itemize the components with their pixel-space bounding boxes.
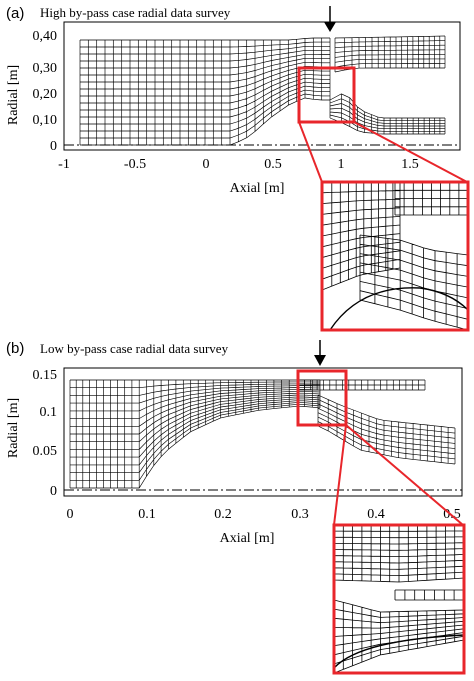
panel-b-xtick: 0.3 [291,507,309,522]
panel-a-survey-label: High by-pass case radial data survey [40,5,231,20]
panel-b-highlight-box [296,369,348,427]
panel-a-xtick: 0.5 [264,157,282,172]
panel-a-x-axis-title: Axial [m] [230,181,285,196]
panel-a-ytick: 0,10 [33,113,58,128]
panel-b-y-ticks: 0 0.05 0.1 0.15 [33,368,58,499]
panel-b-xtick: 0.4 [367,507,385,522]
panel-a-letter: (a) [6,5,24,22]
panel-a-xtick: -0.5 [124,157,146,172]
panel-b-ytick: 0 [50,484,57,499]
panel-a-zoom-connector [298,121,323,183]
panel-b-xtick: 0.2 [214,507,232,522]
panel-a-inset-frame [320,180,470,332]
panel-b-ytick: 0.1 [40,405,58,420]
panel-b-ytick: 0.15 [33,368,58,383]
panel-a-x-ticks: -1 -0.5 0 0.5 1 1.5 [58,157,419,172]
panel-b-xtick: 0 [67,507,74,522]
panel-b-survey-arrow [314,340,326,366]
panel-b-inset-mesh [334,525,464,673]
panel-b-x-axis-title: Axial [m] [220,531,275,546]
panel-a-ytick: 0 [50,139,57,154]
panel-a-ytick: 0,20 [33,87,58,102]
panel-a-ytick: 0,30 [33,61,58,76]
panel-b: (b) Low by-pass case radial data survey … [6,340,466,675]
panel-a-xtick: 0 [203,157,210,172]
panel-b-zoom-connector [333,424,347,526]
panel-a-inset-mesh [322,182,468,330]
panel-b-ytick: 0.05 [33,444,58,459]
panel-b-y-axis-title: Radial [m] [6,398,21,458]
panel-a-xtick: -1 [58,157,70,172]
panel-a-zoom-connector [353,121,468,183]
panel-a-ytick: 0,40 [33,29,58,44]
panel-a-highlight-box [297,66,356,124]
panel-a-mesh [79,35,446,146]
panel-a-plot-frame [63,21,461,151]
panel-b-survey-label: Low by-pass case radial data survey [40,341,229,356]
panel-a-y-ticks: 0 0,10 0,20 0,30 0,40 [33,29,58,154]
panel-b-plot-frame [63,367,463,497]
panel-b-inset-frame [332,523,466,675]
panel-b-xtick: 0.1 [138,507,156,522]
panel-a-survey-arrow [324,6,336,32]
panel-b-zoom-connector [345,424,464,526]
panel-a: (a) High by-pass case radial data survey… [6,5,470,332]
panel-b-x-ticks: 0 0.1 0.2 0.3 0.4 0.5 [67,507,461,522]
panel-b-letter: (b) [6,340,24,357]
panel-a-y-axis-title: Radial [m] [6,65,21,125]
panel-a-xtick: 1.5 [401,157,419,172]
panel-a-xtick: 1 [338,157,345,172]
panel-b-mesh [69,379,456,489]
